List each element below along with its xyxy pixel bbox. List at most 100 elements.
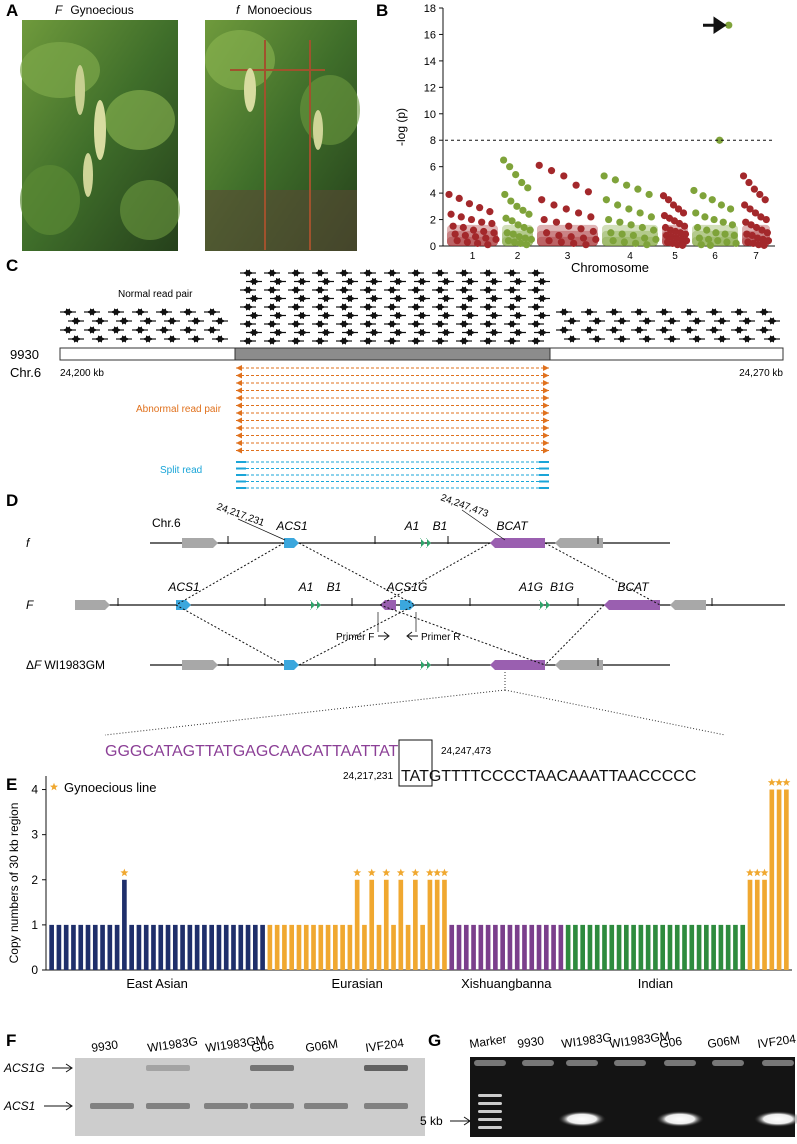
point-cloud xyxy=(662,224,688,246)
gene xyxy=(182,538,218,548)
gene xyxy=(604,600,660,610)
read-head xyxy=(543,417,549,424)
point xyxy=(574,209,583,217)
gene xyxy=(555,660,603,670)
point-cloud xyxy=(692,224,738,246)
gene xyxy=(555,538,603,548)
point xyxy=(480,227,488,236)
bar xyxy=(449,924,455,970)
point xyxy=(616,218,624,226)
point xyxy=(503,229,511,237)
group-label: Indian xyxy=(638,976,673,991)
point-cloud xyxy=(502,230,533,246)
gene-label: B1G xyxy=(550,580,574,594)
point-cloud xyxy=(537,230,598,246)
point xyxy=(758,226,766,234)
bar xyxy=(442,879,447,970)
point xyxy=(741,201,749,209)
panel-label: F xyxy=(6,1031,16,1050)
point xyxy=(699,192,707,200)
read-head xyxy=(543,380,549,386)
bar xyxy=(471,924,476,970)
row-label: F xyxy=(26,598,34,612)
ladder-band xyxy=(478,1118,502,1121)
point xyxy=(582,241,590,249)
gynoecious-star xyxy=(396,868,405,877)
gene xyxy=(490,538,545,548)
point xyxy=(714,237,722,245)
point xyxy=(600,172,608,180)
bar xyxy=(245,924,251,970)
gene xyxy=(182,660,218,670)
bar xyxy=(223,924,229,970)
coordinate: 24,247,473 xyxy=(439,492,490,520)
y-tick-label: 2 xyxy=(430,215,436,227)
point-cloud xyxy=(602,230,658,246)
bar xyxy=(238,924,244,970)
bar xyxy=(522,924,527,970)
point xyxy=(463,238,471,246)
connector xyxy=(298,542,416,606)
chromosome-segment xyxy=(59,347,236,361)
point xyxy=(525,210,533,218)
well xyxy=(474,1060,506,1066)
point xyxy=(484,241,492,249)
bar xyxy=(776,789,782,970)
gene-label: BCAT xyxy=(496,519,529,533)
annotation: Abnormal read pair xyxy=(136,404,222,415)
ladder-band xyxy=(478,1126,502,1129)
gene xyxy=(284,538,299,548)
bar xyxy=(674,924,680,970)
point xyxy=(518,178,526,187)
band-arrow xyxy=(44,1063,73,1111)
read-head xyxy=(543,440,549,446)
y-axis-label: -log (p) xyxy=(394,108,408,146)
point xyxy=(664,196,673,204)
deletion-region xyxy=(234,347,551,361)
point xyxy=(650,226,658,234)
point xyxy=(447,210,455,218)
bar xyxy=(573,924,578,970)
point xyxy=(748,231,756,240)
bar xyxy=(252,924,258,970)
point xyxy=(492,235,500,243)
bar xyxy=(151,924,156,970)
point xyxy=(486,208,494,216)
bar xyxy=(667,924,673,970)
point xyxy=(669,201,678,209)
point xyxy=(708,196,716,204)
bar xyxy=(587,924,593,970)
point-cloud xyxy=(502,236,533,246)
point xyxy=(469,226,478,234)
bar xyxy=(49,924,54,970)
bar xyxy=(165,924,171,970)
point xyxy=(605,215,613,224)
gene xyxy=(176,600,191,610)
gene-label: A1 xyxy=(404,519,420,533)
ladder-band xyxy=(478,1102,502,1105)
connector xyxy=(544,542,661,606)
gynoecious-star xyxy=(753,868,762,877)
gene-label: A1G xyxy=(518,580,543,594)
point xyxy=(760,241,768,249)
band-label: ACS1G xyxy=(3,1061,45,1075)
x-tick-label: 7 xyxy=(753,251,759,262)
bar xyxy=(303,924,309,970)
gene xyxy=(420,538,425,548)
point xyxy=(514,221,522,229)
point xyxy=(609,237,617,245)
bar xyxy=(536,924,542,970)
bar xyxy=(747,879,753,970)
gynoecious-star xyxy=(746,868,754,877)
point xyxy=(627,221,635,229)
point xyxy=(500,156,508,164)
point xyxy=(519,206,527,214)
bar xyxy=(427,879,433,970)
bar xyxy=(354,879,360,970)
point xyxy=(565,222,573,230)
band xyxy=(146,1065,190,1071)
point-cloud xyxy=(602,236,658,246)
coordinate: 24,270 kb xyxy=(739,368,783,379)
connector xyxy=(379,542,491,606)
